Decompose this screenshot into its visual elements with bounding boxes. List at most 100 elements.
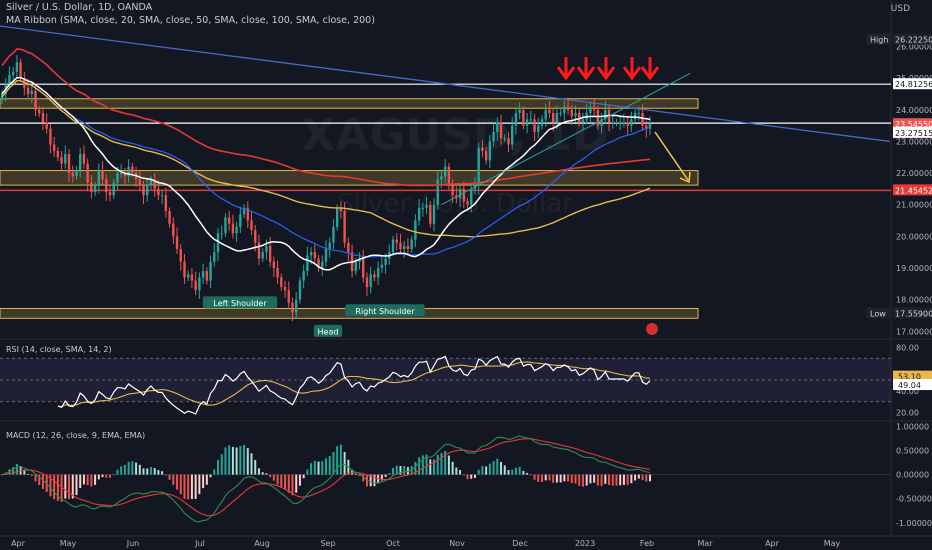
macd-histogram-bar [459, 469, 462, 475]
macd-histogram-bar [79, 474, 82, 488]
price-tick-label: 20.00000 [896, 232, 932, 241]
candle-body [432, 204, 436, 224]
candle-body [190, 274, 194, 281]
macd-histogram-bar [34, 474, 37, 482]
candle-body [533, 119, 536, 132]
candle-body [235, 226, 238, 234]
sma-100-line [1, 79, 651, 238]
candle-body [540, 119, 544, 126]
candle-body [242, 207, 246, 215]
macd-histogram-bar [239, 446, 242, 475]
macd-histogram-bar [235, 447, 238, 475]
candle-body [306, 255, 309, 272]
time-tick-label-5: Sep [320, 539, 335, 548]
macd-histogram-bar [522, 470, 525, 475]
macd-line [1, 435, 651, 523]
candle-body [488, 141, 492, 161]
candle-body [518, 109, 521, 113]
macd-histogram-bar [418, 457, 421, 475]
macd-tick-label: 0.50000 [896, 447, 929, 456]
candle-body [619, 122, 622, 124]
candle-body [443, 166, 447, 177]
candle-body [287, 290, 290, 303]
price-label-value-3: 23.27515 [895, 129, 932, 138]
macd-histogram-bar [328, 456, 331, 475]
macd-histogram-bar [41, 474, 44, 489]
macd-histogram-bar [257, 468, 260, 475]
macd-histogram-bar [90, 474, 93, 487]
candle-body [179, 249, 182, 262]
candle-body [335, 207, 339, 227]
red-arrow-2 [596, 57, 616, 81]
candle-body [328, 242, 331, 250]
candle-body [213, 252, 216, 262]
time-tick-label-6: Oct [386, 539, 400, 548]
macd-histogram-bar [325, 458, 327, 475]
candle-body [224, 217, 227, 234]
candle-body [395, 239, 398, 243]
rsi-tick-label: 20.00 [896, 409, 919, 418]
candle-body [276, 267, 279, 278]
macd-histogram-bar [302, 474, 305, 479]
candle-body [403, 245, 406, 250]
pattern-label-bg-1 [313, 324, 343, 337]
candle-body [38, 109, 41, 113]
macd-histogram-bar [354, 473, 357, 475]
candle-body [105, 179, 108, 193]
macd-histogram-bar [384, 474, 387, 477]
price-label-tag-0: High [870, 36, 888, 45]
candle-body [149, 179, 153, 186]
candle-body [272, 261, 276, 268]
candle-body [131, 166, 134, 174]
candle-body [216, 233, 220, 253]
candle-body [209, 261, 212, 281]
macd-histogram-bar [131, 461, 134, 475]
time-tick-label-4: Aug [254, 539, 270, 548]
macd-histogram-bar [276, 474, 279, 485]
macd-histogram-bar [343, 451, 346, 475]
macd-histogram-bar [287, 474, 290, 493]
price-label-tag-5: Low [870, 310, 886, 319]
candle-body [551, 112, 555, 123]
macd-histogram-bar [511, 469, 514, 475]
macd-histogram-bar [228, 445, 231, 475]
candle-body [75, 169, 78, 177]
candles-group [0, 54, 652, 322]
macd-histogram-bar [205, 474, 208, 485]
candle-body [447, 166, 451, 186]
candle-body [376, 267, 380, 278]
macd-tick-label: 0.00000 [896, 471, 929, 480]
macd-histogram-bar [64, 474, 67, 499]
macd-histogram-bar [306, 469, 309, 475]
candle-body [615, 122, 618, 124]
candle-body [343, 211, 346, 243]
price-tick-label: 18.00000 [896, 296, 932, 305]
macd-histogram-bar [187, 474, 190, 500]
macd-histogram-bar [362, 474, 365, 482]
candle-body [641, 112, 644, 126]
red-arrow-4 [640, 57, 660, 81]
red-arrow-head [576, 66, 596, 81]
macd-histogram-bar [429, 459, 432, 475]
candle-body [168, 211, 171, 224]
macd-histogram-bar [637, 474, 640, 479]
macd-histogram-bar [351, 469, 354, 475]
candle-body [112, 182, 115, 196]
candle-body [339, 207, 343, 212]
macd-histogram-bar [138, 464, 141, 475]
macd-histogram-bar [179, 474, 182, 495]
price-label-box-4 [893, 184, 932, 196]
macd-histogram-bar [581, 474, 584, 487]
time-tick-label-1: May [60, 539, 77, 548]
sma-200-line [1, 48, 651, 187]
candle-body [354, 261, 357, 272]
candle-body [589, 106, 592, 113]
rsi-ma-value: 53.10 [898, 373, 921, 382]
macd-histogram-bar [485, 466, 488, 475]
macd-histogram-bar [202, 474, 205, 489]
macd-histogram-bar [38, 474, 41, 486]
rsi-tick-label: 40.00 [896, 387, 919, 396]
macd-histogram-bar [94, 474, 97, 485]
candle-body [507, 138, 510, 145]
